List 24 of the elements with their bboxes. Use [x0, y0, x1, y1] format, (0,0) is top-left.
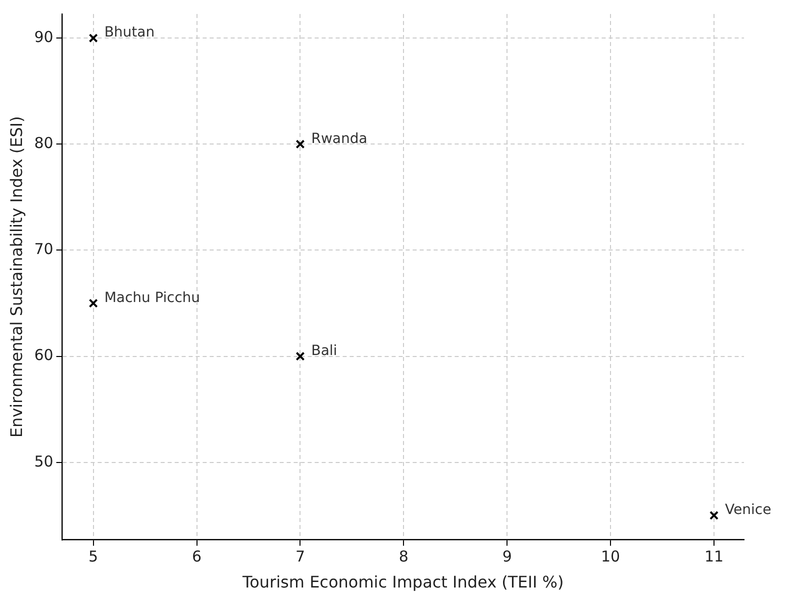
y-tick-label: 70 [34, 240, 54, 258]
x-tick-label: 11 [704, 548, 724, 566]
y-tick-label: 50 [34, 452, 54, 470]
point [88, 34, 98, 43]
point [296, 352, 305, 361]
x-tick-label: 8 [398, 548, 408, 566]
y-axis-title: Environmental Sustainability Index (ESI) [6, 116, 26, 438]
x-tick-label: 9 [502, 548, 512, 566]
y-tick-label: 80 [34, 134, 54, 152]
annotation: Machu Picchu [104, 290, 200, 306]
annotation: Bhutan [104, 24, 155, 41]
x-tick-label: 5 [88, 548, 98, 566]
x-tick-label: 7 [295, 548, 305, 566]
annotation: Rwanda [311, 130, 368, 147]
annotation: Venice [725, 502, 772, 518]
y-tick-label: 60 [34, 346, 54, 364]
point [296, 140, 305, 149]
y-tick-label: 90 [34, 28, 54, 46]
x-axis-title: Tourism Economic Impact Index (TEII %) [242, 572, 564, 592]
x-tick-label: 10 [601, 548, 620, 566]
x-tick-label: 6 [192, 548, 202, 566]
annotation: Bali [311, 342, 338, 359]
point [88, 298, 98, 308]
point [709, 510, 719, 520]
